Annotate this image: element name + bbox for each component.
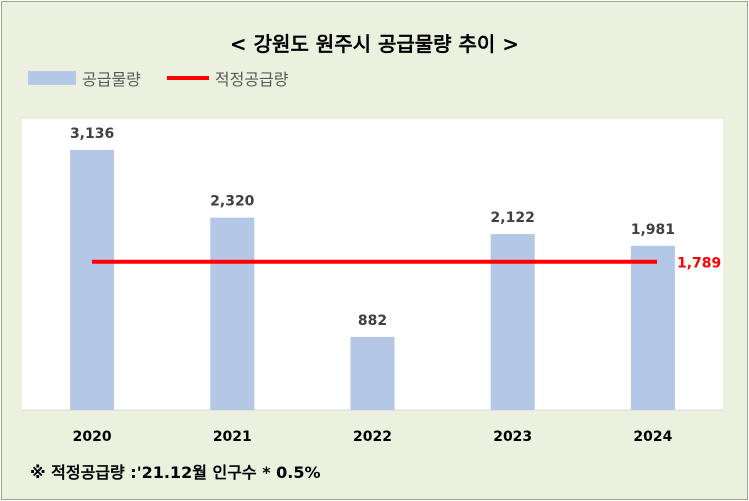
bar-value-label-2020: 3,136 — [70, 126, 114, 142]
legend-item-supply: 공급물량 — [28, 66, 141, 90]
legend-label-supply: 공급물량 — [82, 70, 141, 89]
x-tick-label-2024: 2024 — [633, 429, 672, 445]
bar-2024 — [630, 245, 675, 410]
legend-item-proper-supply: 적정공급량 — [166, 66, 289, 90]
chart-title: < 강원도 원주시 공급물량 추이 > — [229, 32, 520, 56]
bar-2021 — [210, 217, 255, 410]
bar-value-label-2023: 2,122 — [491, 210, 535, 226]
bar-value-label-2024: 1,981 — [631, 222, 675, 238]
bar-value-label-2022: 882 — [358, 313, 387, 329]
bar-2020 — [70, 150, 115, 410]
x-tick-label-2021: 2021 — [213, 429, 252, 445]
legend: 공급물량 적정공급량 — [28, 66, 315, 90]
bar-2022 — [350, 336, 395, 410]
footnote: ※ 적정공급량 :'21.12월 인구수 * 0.5% — [30, 463, 321, 482]
legend-swatch-line — [166, 76, 209, 80]
x-tick-label-2020: 2020 — [73, 429, 112, 445]
legend-swatch-bar — [28, 71, 76, 85]
x-tick-label-2023: 2023 — [493, 429, 532, 445]
legend-label-proper-supply: 적정공급량 — [214, 70, 289, 89]
x-tick-label-2022: 2022 — [353, 429, 392, 445]
reference-line-label: 1,789 — [677, 256, 721, 272]
bar-value-label-2021: 2,320 — [210, 194, 255, 210]
